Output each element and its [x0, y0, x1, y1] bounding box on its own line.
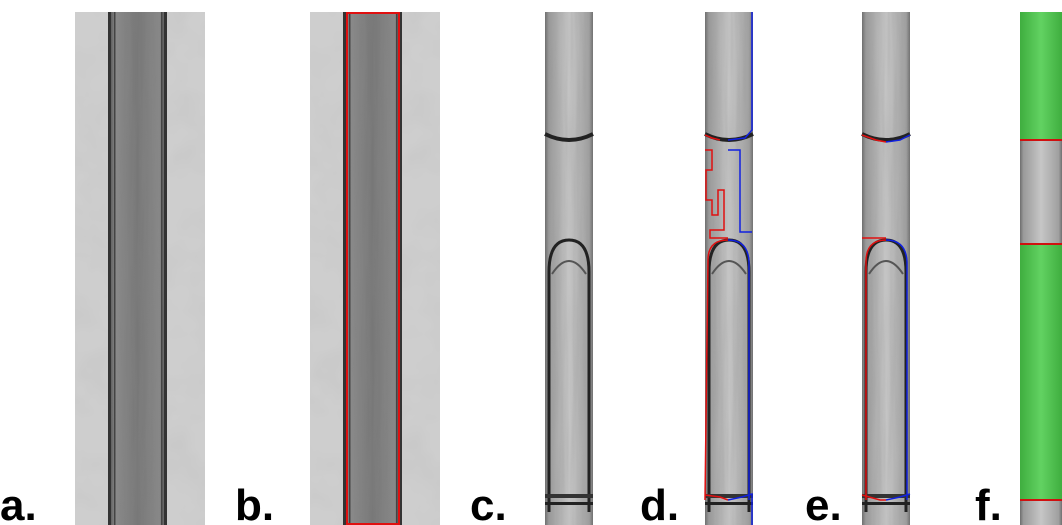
image-roi — [310, 12, 440, 525]
liquid-region — [1020, 12, 1062, 140]
panel-label: a. — [0, 481, 37, 525]
liquid-region — [1020, 244, 1062, 500]
panel-label: c. — [470, 481, 507, 525]
figure: a. b. c. d. e. f. — [0, 0, 1062, 525]
panel-label: f. — [975, 481, 1002, 525]
panel-label: b. — [235, 481, 274, 525]
image-filtered — [862, 12, 910, 525]
image-cropped — [545, 12, 593, 525]
image-raw — [75, 12, 205, 525]
panel-label: d. — [640, 481, 679, 525]
image-edges — [705, 12, 753, 525]
panel-label: e. — [805, 481, 842, 525]
